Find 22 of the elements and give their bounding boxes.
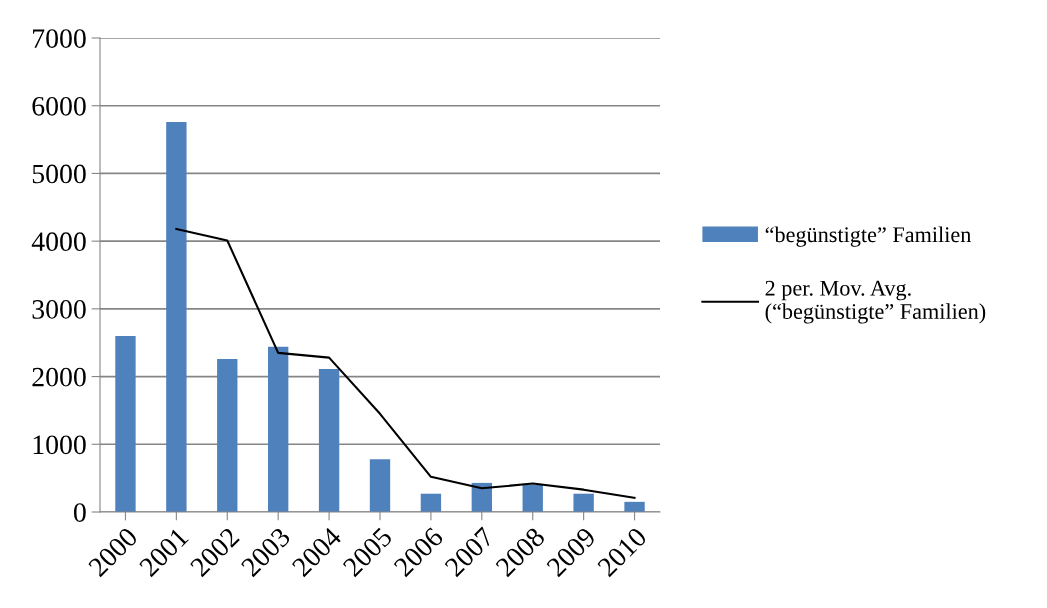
bar: [522, 484, 543, 512]
y-tick-label: 5000: [32, 164, 86, 184]
bar: [268, 346, 289, 512]
bar: [217, 358, 238, 512]
y-tick-label: 3000: [32, 300, 86, 319]
bar: [573, 493, 594, 512]
y-tick-label: 4000: [31, 232, 86, 252]
bar: [166, 121, 187, 512]
bar: [115, 335, 136, 512]
x-tick-label: 2001: [138, 526, 190, 578]
line-series: [175, 227, 636, 499]
legend-label: 2 per. Mov. Avg. (“begünstigte” Familien): [765, 280, 986, 324]
y-tick-label: 2000: [32, 367, 86, 387]
y-tick-label: 7000: [33, 29, 86, 48]
y-tick-label: 6000: [32, 96, 86, 116]
legend-label: “begünstigte” Familien: [765, 226, 972, 247]
y-tick-label: 1000: [33, 435, 86, 455]
y-tick-label: 0: [73, 503, 86, 522]
bar: [318, 369, 340, 512]
bar: [624, 501, 645, 512]
bar: [420, 493, 442, 512]
bar: [369, 459, 391, 512]
